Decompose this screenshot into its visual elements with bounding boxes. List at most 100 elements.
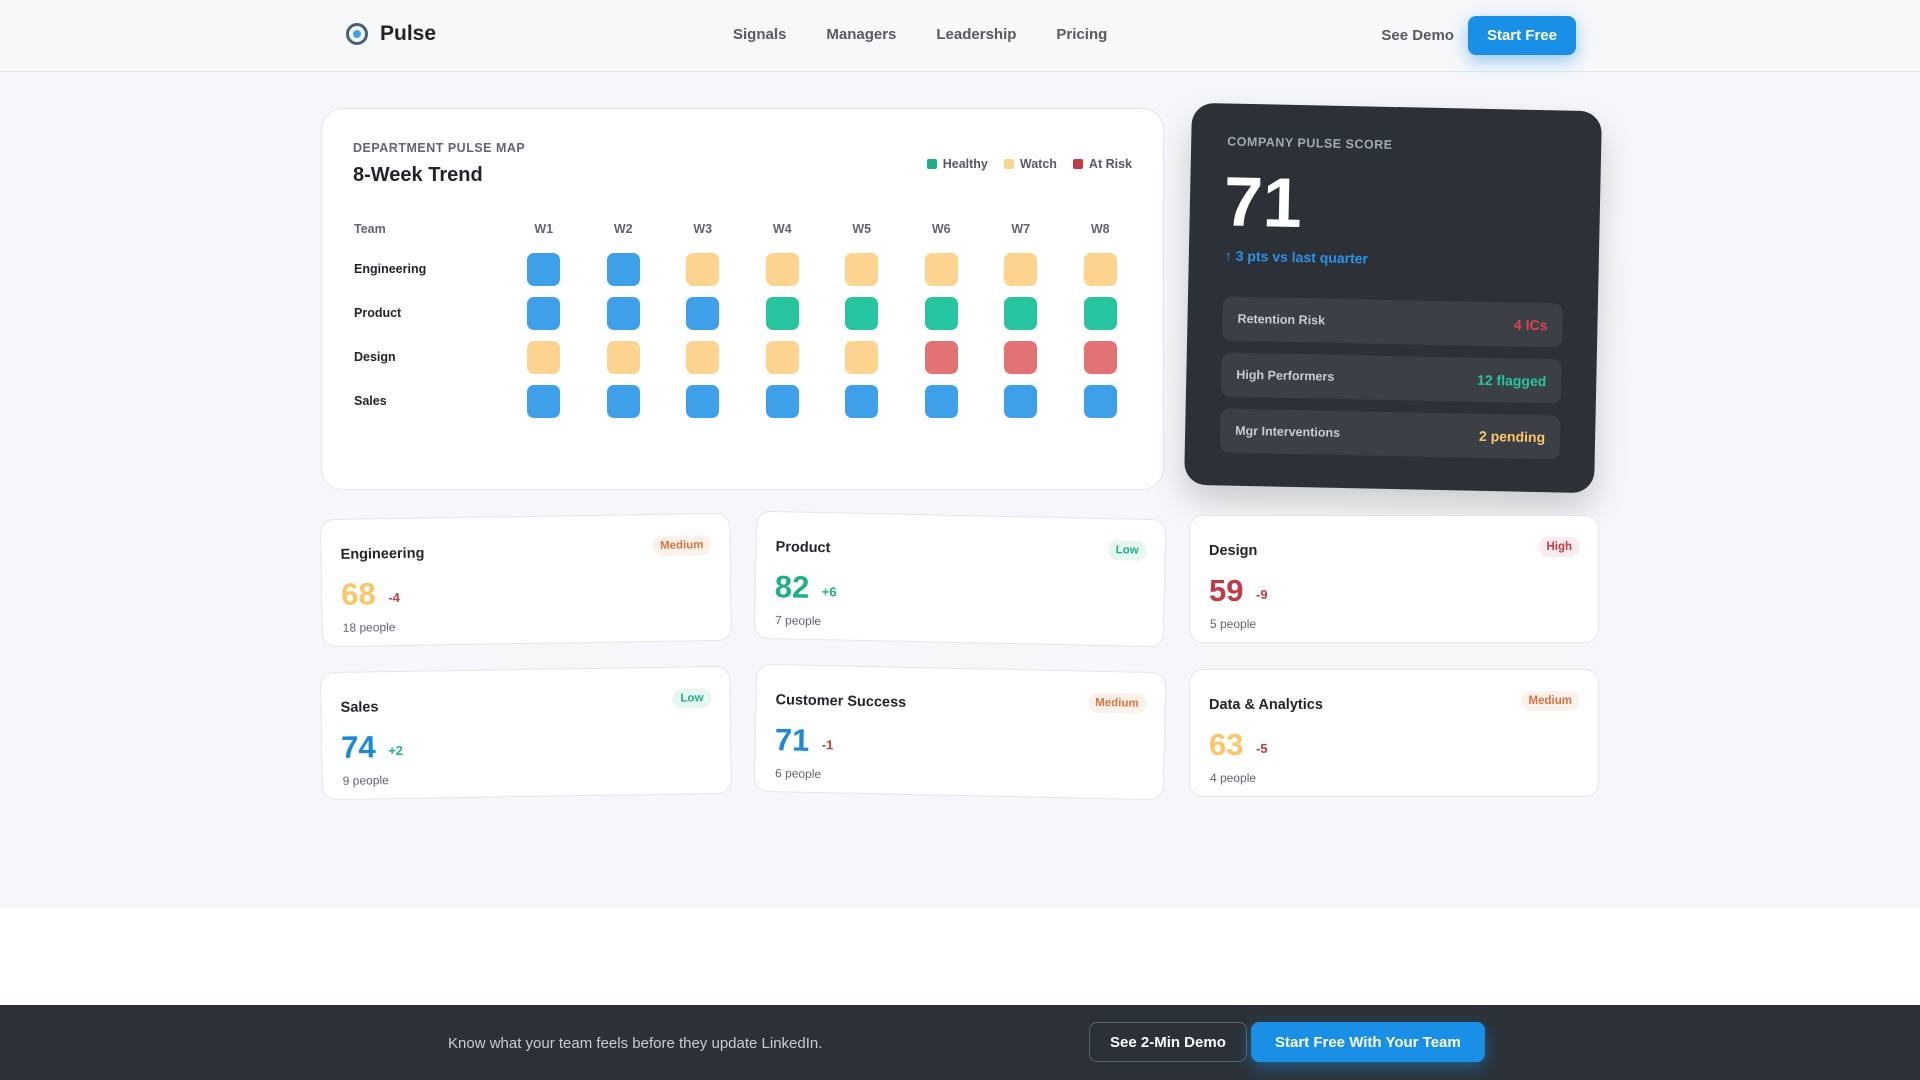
week-header: W6 (931, 222, 951, 236)
dept-score: 71 (774, 722, 810, 758)
start-free-with-team-button[interactable]: Start Free With Your Team (1251, 1022, 1485, 1062)
team-label: Product (354, 306, 402, 320)
heatmap-cell[interactable] (1004, 296, 1038, 330)
dept-card-data-analytics[interactable]: Data & Analytics Medium 63 -5 4 people (1189, 669, 1599, 797)
dept-name: Customer Success (775, 692, 907, 711)
heatmap-cell-wrap (504, 252, 584, 286)
see-demo-link[interactable]: See Demo (1381, 27, 1454, 44)
heatmap-cell[interactable] (1083, 296, 1117, 330)
see-2-min-demo-button[interactable]: See 2-Min Demo (1089, 1022, 1247, 1062)
team-label: Engineering (354, 262, 427, 276)
heatmap-cell[interactable] (1004, 252, 1038, 286)
department-pulse-map-card: DEPARTMENT PULSE MAP 8-Week Trend Health… (321, 108, 1164, 490)
heatmap-cell[interactable] (606, 296, 640, 330)
stat-value: 4 ICs (1513, 316, 1548, 334)
heatmap-cell[interactable] (527, 340, 561, 374)
nav-link-managers[interactable]: Managers (826, 26, 897, 43)
heatmap-cell-wrap (822, 384, 902, 418)
dept-score: 63 (1209, 727, 1244, 762)
dept-card-sales[interactable]: Sales Low 74 +2 9 people (320, 665, 732, 801)
heatmap-cell[interactable] (765, 252, 799, 286)
legend-at-risk: At Risk (1072, 157, 1132, 171)
dept-card-customer-success[interactable]: Customer Success Medium 71 -1 6 people (753, 663, 1167, 801)
heatmap-cell-wrap (902, 384, 982, 418)
week-header: W3 (693, 222, 713, 236)
nav-link-signals[interactable]: Signals (733, 26, 787, 43)
heatmap-cell[interactable] (527, 296, 561, 330)
heatmap-cell[interactable] (1083, 384, 1117, 418)
heatmap-row: Design (354, 335, 1140, 379)
start-free-button[interactable]: Start Free (1467, 16, 1576, 55)
pulse-score-value: 71 (1223, 162, 1303, 243)
heatmap-cell[interactable] (845, 252, 879, 286)
heatmap-cell[interactable] (606, 340, 640, 374)
week-header: W2 (613, 222, 633, 236)
heatmap-cell[interactable] (686, 340, 720, 374)
nav-link-leadership[interactable]: Leadership (936, 26, 1017, 43)
heatmap-cell[interactable] (527, 384, 561, 418)
dept-delta: +6 (821, 584, 837, 600)
heatmap-cell[interactable] (1083, 252, 1117, 286)
pulse-score-delta: ↑ 3 pts vs last quarter (1224, 247, 1369, 267)
heatmap-legend: Healthy Watch At Risk (926, 157, 1132, 171)
stat-retention-risk[interactable]: Retention Risk 4 ICs (1222, 296, 1563, 348)
legend-watch: Watch (1003, 157, 1057, 171)
week-header: W4 (772, 222, 792, 236)
dept-name: Design (1209, 543, 1258, 559)
nav-link-pricing[interactable]: Pricing (1056, 26, 1108, 43)
legend-label: Watch (1019, 157, 1057, 171)
stat-high-performers[interactable]: High Performers 12 flagged (1220, 352, 1562, 404)
heatmap-cell-wrap (981, 340, 1061, 374)
heatmap-row: Product (354, 291, 1140, 335)
dept-card-design[interactable]: Design High 59 -9 5 people (1189, 515, 1599, 643)
heatmap-cell-wrap (663, 340, 743, 374)
week-header: W1 (534, 222, 554, 236)
heatmap-cell[interactable] (924, 252, 958, 286)
week-header: W8 (1090, 222, 1110, 236)
dept-delta: -5 (1256, 741, 1268, 756)
brand[interactable]: Pulse (346, 22, 436, 46)
dept-card-product[interactable]: Product Low 82 +6 7 people (753, 510, 1167, 648)
stat-mgr-interventions[interactable]: Mgr Interventions 2 pending (1219, 408, 1561, 460)
heatmap-cell[interactable] (606, 252, 640, 286)
heatmap-cell-wrap (743, 296, 823, 330)
risk-badge: Medium (1086, 692, 1147, 714)
dept-people: 7 people (774, 613, 822, 629)
heatmap-cell-wrap (822, 252, 902, 286)
heatmap-cell[interactable] (1004, 340, 1038, 374)
heatmap-cell[interactable] (765, 340, 799, 374)
dept-name: Data & Analytics (1209, 697, 1323, 713)
heatmap-cell[interactable] (527, 252, 561, 286)
page-spacer (0, 909, 1920, 1005)
heatmap-cell[interactable] (686, 296, 720, 330)
heatmap-cell[interactable] (845, 384, 879, 418)
dept-delta: -9 (1256, 587, 1268, 602)
dept-score: 74 (340, 729, 376, 765)
legend-label: Healthy (942, 157, 988, 171)
risk-badge: Medium (1520, 691, 1580, 711)
heatmap-cell[interactable] (686, 252, 720, 286)
heatmap-cell[interactable] (686, 384, 720, 418)
legend-swatch (926, 159, 937, 169)
score-eyebrow: COMPANY PULSE SCORE (1227, 134, 1393, 152)
company-pulse-score-card: COMPANY PULSE SCORE 71 ↑ 3 pts vs last q… (1184, 102, 1602, 494)
heatmap-cell[interactable] (924, 296, 958, 330)
heatmap-cell[interactable] (1083, 340, 1117, 374)
heatmap-cell[interactable] (1004, 384, 1038, 418)
dept-card-engineering[interactable]: Engineering Medium 68 -4 18 people (320, 512, 732, 648)
dept-people: 9 people (342, 773, 389, 788)
heatmap-cell[interactable] (924, 384, 958, 418)
heatmap-cell[interactable] (845, 296, 879, 330)
stat-label: High Performers (1236, 367, 1335, 384)
risk-badge: High (1538, 537, 1580, 557)
heatmap-cell[interactable] (765, 296, 799, 330)
heatmap-cell-wrap (663, 296, 743, 330)
footer-tagline: Know what your team feels before they up… (448, 1035, 823, 1052)
heatmap-cell[interactable] (765, 384, 799, 418)
heatmap-cell[interactable] (845, 340, 879, 374)
stat-value: 12 flagged (1476, 371, 1547, 390)
heatmap-cell-wrap (663, 384, 743, 418)
heatmap-cell[interactable] (924, 340, 958, 374)
heatmap-cell[interactable] (606, 384, 640, 418)
risk-badge: Low (1107, 540, 1147, 561)
